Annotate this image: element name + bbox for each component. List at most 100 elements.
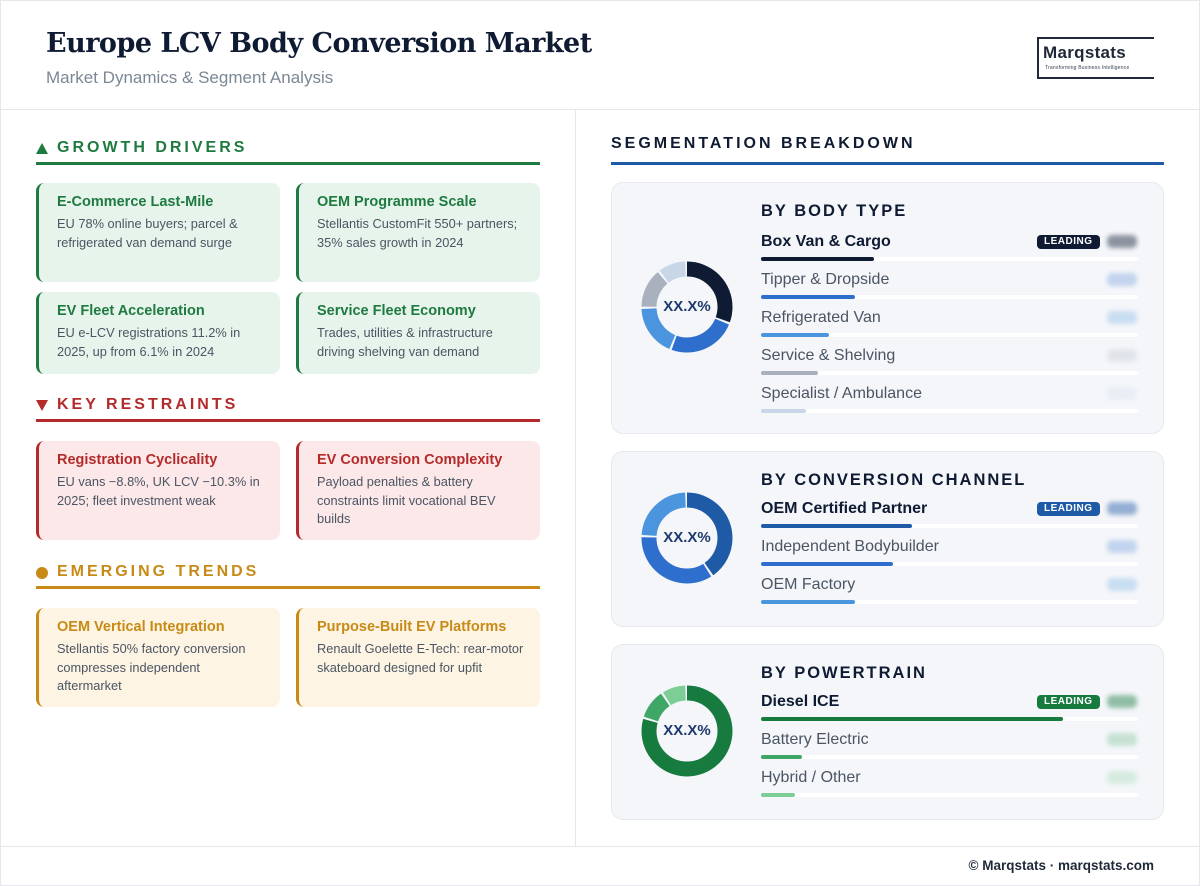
card-title: EV Fleet Acceleration [57, 303, 205, 319]
donut-svg [641, 685, 733, 777]
segment-label: OEM Factory [761, 576, 856, 593]
segment-bar [761, 333, 829, 337]
segment-label: Independent Bodybuilder [761, 538, 939, 555]
card-text: Stellantis CustomFit 550+ partners; 35% … [317, 216, 518, 250]
segment-label: Refrigerated Van [761, 309, 881, 326]
donut-slice [641, 492, 733, 584]
card-text: EU 78% online buyers; parcel & refrigera… [57, 216, 238, 250]
blurred-value [1107, 502, 1137, 515]
footer: © Marqstats · marqstats.com [0, 846, 1200, 886]
segment-label: Tipper & Dropside [761, 271, 890, 288]
blurred-value [1107, 771, 1137, 784]
emerging-trends-title: EMERGING TRENDS [57, 563, 260, 580]
conversion-channel-donut: XX.X% [641, 492, 733, 584]
key-restraints-title: KEY RESTRAINTS [57, 396, 239, 413]
card-title: Service Fleet Economy [317, 303, 476, 319]
page-title: Europe LCV Body Conversion Market [46, 28, 592, 59]
segment-bar-track [761, 755, 1138, 759]
segment-bar-track [761, 295, 1138, 299]
triangle-down-icon [36, 399, 50, 413]
driver-card: Service Fleet Economy Trades, utilities … [296, 292, 540, 374]
body-type-donut: XX.X% [641, 261, 733, 353]
segment-bar-track [761, 717, 1138, 721]
card-text: EU vans −8.8%, UK LCV −10.3% in 2025; fl… [57, 474, 260, 508]
restraint-card: Registration Cyclicality EU vans −8.8%, … [36, 441, 280, 540]
card-text: Payload penalties & battery constraints … [317, 474, 496, 526]
conversion-channel-panel: BY CONVERSION CHANNEL XX.X% OEM Certifie… [611, 451, 1164, 627]
segment-bar-track [761, 562, 1138, 566]
segment-row: Diesel ICE LEADING [761, 693, 1138, 731]
segment-row: OEM Certified Partner LEADING [761, 500, 1138, 538]
card-title: E-Commerce Last-Mile [57, 194, 214, 210]
segment-label: Battery Electric [761, 731, 869, 748]
segment-bar-track [761, 600, 1138, 604]
segment-bar [761, 257, 875, 261]
segment-row: Specialist / Ambulance [761, 385, 1138, 423]
header: Europe LCV Body Conversion Market Market… [0, 0, 1200, 110]
segment-row: OEM Factory [761, 576, 1138, 614]
card-text: Stellantis 50% factory conversion compre… [57, 641, 246, 693]
segment-bar-track [761, 409, 1138, 413]
leading-badge: LEADING [1037, 695, 1100, 709]
leading-badge: LEADING [1037, 502, 1100, 516]
logo-name: Marqstats [1043, 43, 1127, 62]
page-subtitle: Market Dynamics & Segment Analysis [46, 68, 334, 87]
blurred-value [1107, 695, 1137, 708]
blurred-value [1107, 578, 1137, 591]
segmentation-header: SEGMENTATION BREAKDOWN [611, 134, 1164, 165]
body-type-panel: BY BODY TYPE XX.X% Box Van & Cargo LEADIN… [611, 182, 1164, 434]
donut-svg [641, 261, 733, 353]
footer-copyright: © Marqstats · marqstats.com [968, 858, 1155, 873]
triangle-up-icon [36, 142, 50, 156]
segment-bar [761, 524, 912, 528]
donut-slice [641, 492, 733, 584]
driver-card: EV Fleet Acceleration EU e-LCV registrat… [36, 292, 280, 374]
segment-bar [761, 755, 803, 759]
segment-bar [761, 295, 856, 299]
logo-tagline: Transforming Business Intelligence [1045, 65, 1130, 71]
donut-center-label: XX.X% [663, 722, 711, 739]
segment-row: Box Van & Cargo LEADING [761, 233, 1138, 271]
segmentation-title: SEGMENTATION BREAKDOWN [611, 135, 916, 152]
segment-label: Hybrid / Other [761, 769, 861, 786]
blurred-value [1107, 273, 1137, 286]
segment-row: Independent Bodybuilder [761, 538, 1138, 576]
segment-bar-track [761, 524, 1138, 528]
leading-badge: LEADING [1037, 235, 1100, 249]
trend-card: OEM Vertical Integration Stellantis 50% … [36, 608, 280, 707]
driver-card: OEM Programme Scale Stellantis CustomFit… [296, 183, 540, 282]
segment-bar-track [761, 793, 1138, 797]
powertrain-donut: XX.X% [641, 685, 733, 777]
donut-slice [641, 261, 733, 353]
segment-label: Diesel ICE [761, 693, 840, 710]
marqstats-logo: Marqstats Transforming Business Intellig… [1037, 37, 1154, 79]
segment-label: OEM Certified Partner [761, 500, 928, 517]
circle-dot-icon [36, 566, 50, 580]
donut-center-label: XX.X% [663, 529, 711, 546]
powertrain-panel: BY POWERTRAIN XX.X% Diesel ICE LEADING Bat… [611, 644, 1164, 820]
segment-bar-track [761, 333, 1138, 337]
segment-row: Service & Shelving [761, 347, 1138, 385]
donut-center-label: XX.X% [663, 298, 711, 315]
segment-row: Battery Electric [761, 731, 1138, 769]
panel-title: BY POWERTRAIN [761, 664, 927, 682]
blurred-value [1107, 387, 1137, 400]
card-title: Registration Cyclicality [57, 452, 218, 468]
blurred-value [1107, 235, 1137, 248]
trend-card: Purpose-Built EV Platforms Renault Goele… [296, 608, 540, 707]
driver-card: E-Commerce Last-Mile EU 78% online buyer… [36, 183, 280, 282]
key-restraints-header: KEY RESTRAINTS [36, 396, 540, 422]
segment-bar [761, 600, 856, 604]
restraint-card: EV Conversion Complexity Payload penalti… [296, 441, 540, 540]
segment-bar [761, 793, 795, 797]
card-text: Renault Goelette E-Tech: rear-motor skat… [317, 641, 524, 675]
card-title: OEM Vertical Integration [57, 619, 225, 635]
card-title: Purpose-Built EV Platforms [317, 619, 507, 635]
segment-label: Box Van & Cargo [761, 233, 891, 250]
growth-drivers-title: GROWTH DRIVERS [57, 139, 248, 156]
card-title: EV Conversion Complexity [317, 452, 503, 468]
card-title: OEM Programme Scale [317, 194, 477, 210]
segment-bar [761, 371, 818, 375]
blurred-value [1107, 349, 1137, 362]
panel-title: BY BODY TYPE [761, 202, 908, 220]
